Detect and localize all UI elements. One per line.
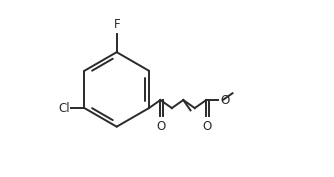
Text: O: O: [220, 94, 229, 107]
Text: O: O: [157, 120, 166, 133]
Text: F: F: [113, 18, 120, 31]
Text: Cl: Cl: [58, 102, 70, 115]
Text: O: O: [202, 120, 212, 133]
